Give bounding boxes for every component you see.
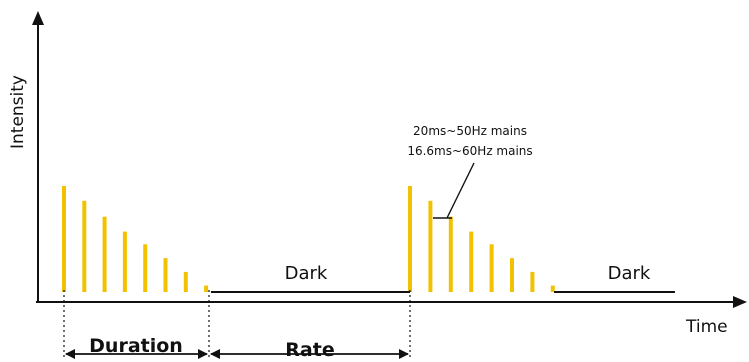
pulse-group-1 [62, 186, 209, 292]
duration-label: Duration [89, 335, 183, 357]
y-axis-arrowhead [32, 11, 44, 25]
flash-pulse [489, 244, 494, 292]
flash-pulse [428, 200, 433, 292]
dark-label-1: Dark [285, 263, 328, 284]
flash-pulse [204, 285, 209, 292]
dark-label-2: Dark [608, 263, 651, 284]
rate-label: Rate [285, 339, 334, 361]
y-axis-label: Intensity [8, 75, 28, 149]
flash-pulse [82, 200, 87, 292]
annotation-line-1: 20ms~50Hz mains [413, 124, 527, 138]
flash-pulse [510, 258, 514, 292]
flash-pulse [530, 271, 535, 292]
flash-pulse [469, 231, 474, 292]
flash-pulse [408, 186, 412, 292]
flash-pulse [183, 271, 188, 292]
flash-pulse [550, 285, 555, 292]
pulse-group-2 [408, 186, 555, 292]
x-axis-label: Time [685, 317, 728, 337]
flash-pulse [143, 244, 148, 292]
x-axis-arrowhead [733, 296, 747, 308]
flash-pulse [448, 216, 453, 292]
annotation-line-2: 16.6ms~60Hz mains [407, 144, 532, 158]
flash-pulse [62, 186, 66, 292]
annotation-leader [446, 162, 475, 219]
flash-pulse [163, 258, 168, 292]
flash-pulse [102, 216, 107, 292]
flash-pulse [122, 231, 127, 292]
